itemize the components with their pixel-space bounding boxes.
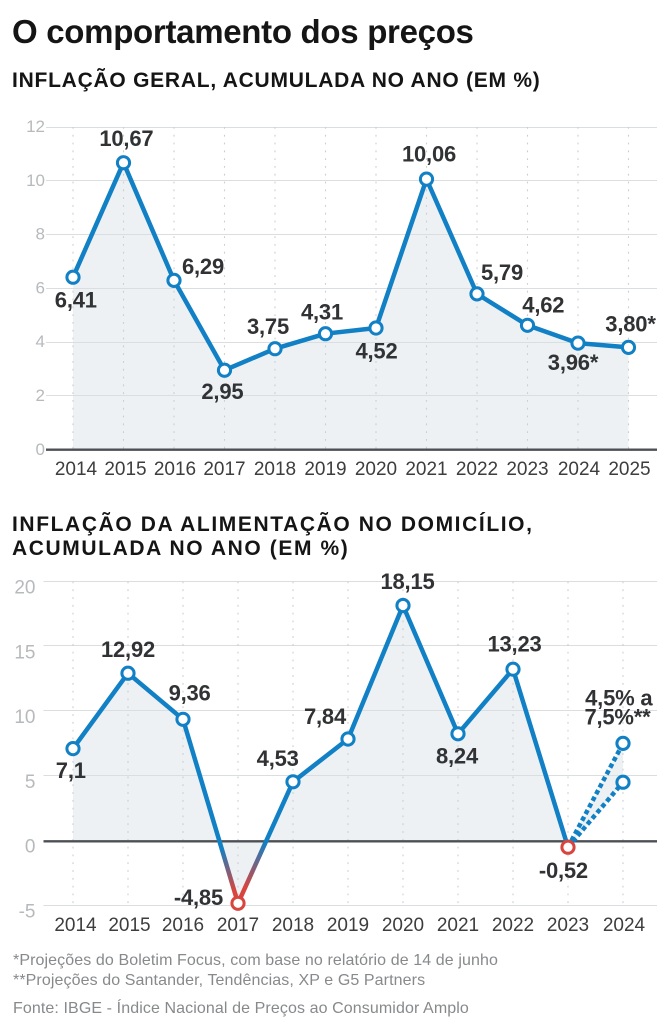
- svg-text:2018: 2018: [272, 915, 314, 936]
- svg-text:3,75: 3,75: [247, 314, 289, 339]
- svg-text:2015: 2015: [108, 915, 150, 936]
- svg-text:2022: 2022: [456, 459, 498, 480]
- svg-text:4,5% a: 4,5% a: [585, 686, 653, 711]
- svg-text:6,41: 6,41: [55, 287, 97, 312]
- svg-text:2024: 2024: [558, 459, 601, 480]
- svg-text:2,95: 2,95: [201, 379, 243, 404]
- svg-text:12: 12: [26, 117, 45, 136]
- svg-text:7,84: 7,84: [304, 704, 347, 729]
- svg-text:2017: 2017: [217, 915, 259, 936]
- svg-text:10: 10: [26, 171, 45, 190]
- svg-text:5: 5: [25, 772, 36, 793]
- svg-text:8,24: 8,24: [436, 743, 479, 768]
- svg-text:4,52: 4,52: [355, 339, 397, 364]
- svg-text:2019: 2019: [327, 915, 369, 936]
- svg-text:2014: 2014: [54, 915, 97, 936]
- svg-text:0: 0: [36, 440, 45, 459]
- svg-text:5,79: 5,79: [481, 260, 523, 285]
- svg-text:7,1: 7,1: [56, 758, 86, 783]
- svg-text:2014: 2014: [55, 459, 98, 480]
- svg-text:10,67: 10,67: [99, 126, 153, 151]
- svg-text:2024: 2024: [603, 915, 646, 936]
- svg-text:2016: 2016: [162, 915, 204, 936]
- svg-text:2017: 2017: [203, 459, 245, 480]
- svg-text:2019: 2019: [304, 459, 346, 480]
- svg-text:2025: 2025: [608, 459, 650, 480]
- svg-text:9,36: 9,36: [169, 681, 211, 706]
- svg-text:-4,85: -4,85: [174, 885, 223, 910]
- svg-text:13,23: 13,23: [487, 631, 541, 656]
- svg-text:3,80*: 3,80*: [605, 312, 656, 337]
- svg-text:7,5%**: 7,5%**: [584, 705, 651, 730]
- svg-text:2015: 2015: [104, 459, 146, 480]
- svg-text:2020: 2020: [355, 459, 397, 480]
- svg-text:4: 4: [36, 332, 45, 351]
- svg-text:4,31: 4,31: [301, 300, 343, 325]
- svg-text:20: 20: [14, 578, 35, 599]
- svg-text:2022: 2022: [492, 915, 534, 936]
- svg-text:6,29: 6,29: [182, 254, 224, 279]
- svg-text:2021: 2021: [437, 915, 479, 936]
- svg-text:2023: 2023: [506, 459, 548, 480]
- svg-text:2: 2: [36, 386, 45, 405]
- svg-text:4,53: 4,53: [257, 746, 299, 771]
- svg-text:2018: 2018: [254, 459, 296, 480]
- svg-text:6: 6: [36, 279, 45, 298]
- svg-text:12,92: 12,92: [101, 637, 155, 662]
- svg-text:18,15: 18,15: [380, 569, 434, 594]
- svg-text:2020: 2020: [382, 915, 424, 936]
- svg-text:0: 0: [25, 837, 36, 858]
- svg-text:-0,52: -0,52: [539, 858, 588, 883]
- svg-text:8: 8: [36, 225, 45, 244]
- svg-text:10: 10: [14, 707, 35, 728]
- svg-text:2016: 2016: [154, 459, 196, 480]
- svg-text:2021: 2021: [405, 459, 447, 480]
- svg-text:4,62: 4,62: [522, 292, 564, 317]
- svg-text:15: 15: [14, 642, 35, 663]
- svg-text:3,96*: 3,96*: [548, 350, 599, 375]
- svg-text:10,06: 10,06: [402, 142, 456, 167]
- svg-text:-5: -5: [19, 901, 36, 922]
- svg-text:2023: 2023: [547, 915, 589, 936]
